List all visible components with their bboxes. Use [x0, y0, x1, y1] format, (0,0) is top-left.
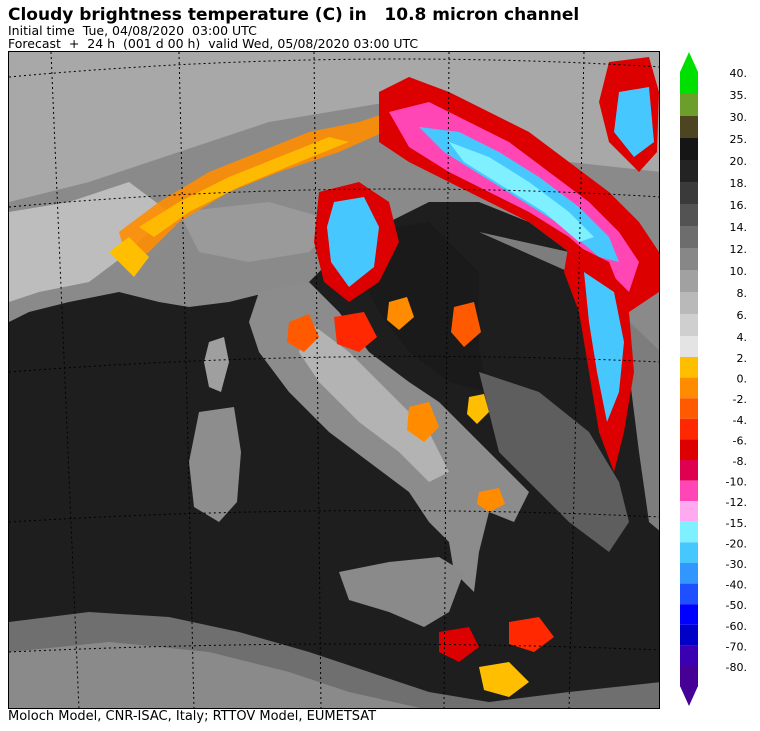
balkan-coast	[479, 372, 629, 552]
top-swatch-12	[680, 336, 698, 358]
top-label-3: 25.	[730, 133, 748, 146]
bottom-swatch-4	[680, 439, 698, 460]
bottom-swatch-0	[680, 357, 698, 378]
bottom-label-9: -20.	[726, 537, 747, 550]
bottom-swatch-9	[680, 542, 698, 563]
bottom-swatch-8	[680, 521, 698, 543]
satellite-map	[8, 51, 660, 709]
bottom-swatch-15	[680, 666, 698, 687]
bottom-swatch-14	[680, 645, 698, 666]
bottom-label-4: -6.	[733, 434, 747, 447]
top-swatch-4	[680, 160, 698, 182]
top-label-10: 8.	[737, 287, 748, 300]
bottom-swatch-12	[680, 604, 698, 625]
top-swatch-9	[680, 270, 698, 292]
top-swatch-11	[680, 314, 698, 336]
bottom-label-8: -15.	[726, 517, 747, 530]
adriatic-sea	[359, 222, 489, 392]
top-swatch-7	[680, 226, 698, 248]
graticule	[9, 52, 659, 708]
bottom-label-0: 2.	[737, 352, 748, 365]
model-credits: Moloch Model, CNR-ISAC, Italy; RTTOV Mod…	[8, 709, 377, 724]
bottom-swatch-13	[680, 624, 698, 646]
top-swatch-1	[680, 94, 698, 116]
bottom-label-11: -40.	[726, 579, 747, 592]
bottom-label-7: -12.	[726, 496, 747, 509]
bottom-label-1: 0.	[737, 373, 748, 386]
top-swatch-3	[680, 138, 698, 160]
initial-time-label: Initial time Tue, 04/08/2020 03:00 UTC	[8, 23, 257, 38]
bottom-swatch-10	[680, 563, 698, 584]
legend-lower-arrow	[680, 686, 698, 706]
top-swatch-6	[680, 204, 698, 226]
map-canvas	[9, 52, 659, 708]
map-title: Cloudy brightness temperature (C) in 10.…	[8, 5, 580, 25]
temperature-color-legend: 40. 35. 30. 25. 20. 18. 16. 14. 12. 10. 8. 6. 4. 2. 0.…	[680, 0, 760, 731]
top-label-11: 6.	[737, 309, 748, 322]
bottom-label-12: -50.	[726, 599, 747, 612]
top-label-2: 30.	[730, 111, 748, 124]
bottom-label-15: -80.	[726, 661, 747, 674]
top-label-0: 40.	[730, 67, 748, 80]
corsica	[204, 337, 229, 392]
top-label-5: 18.	[730, 177, 748, 190]
bottom-label-14: -70.	[726, 640, 747, 653]
top-swatch-0	[680, 72, 698, 94]
bottom-label-3: -4.	[733, 414, 747, 427]
bottom-label-10: -30.	[726, 558, 747, 571]
top-label-6: 16.	[730, 199, 748, 212]
bottom-swatch-2	[680, 398, 698, 419]
bottom-swatch-7	[680, 501, 698, 522]
top-label-8: 12.	[730, 243, 748, 256]
legend-upper-arrow	[680, 52, 698, 72]
top-label-1: 35.	[730, 89, 748, 102]
top-label-9: 10.	[730, 265, 748, 278]
bottom-swatch-11	[680, 583, 698, 605]
top-swatch-5	[680, 182, 698, 204]
bottom-swatch-1	[680, 377, 698, 399]
bottom-label-2: -2.	[733, 393, 747, 406]
bottom-label-6: -10.	[726, 476, 747, 489]
top-swatch-2	[680, 116, 698, 138]
bottom-label-13: -60.	[726, 620, 747, 633]
bottom-swatch-6	[680, 480, 698, 502]
sardinia	[189, 407, 241, 522]
top-label-4: 20.	[730, 155, 748, 168]
sicily	[339, 557, 464, 627]
top-swatch-8	[680, 248, 698, 270]
bottom-swatch-3	[680, 418, 698, 440]
top-swatch-10	[680, 292, 698, 314]
top-label-7: 14.	[730, 221, 748, 234]
bottom-label-5: -8.	[733, 455, 747, 468]
forecast-validity-label: Forecast + 24 h (001 d 00 h) valid Wed, …	[8, 36, 419, 51]
bottom-swatch-5	[680, 460, 698, 481]
top-label-12: 4.	[737, 331, 748, 344]
